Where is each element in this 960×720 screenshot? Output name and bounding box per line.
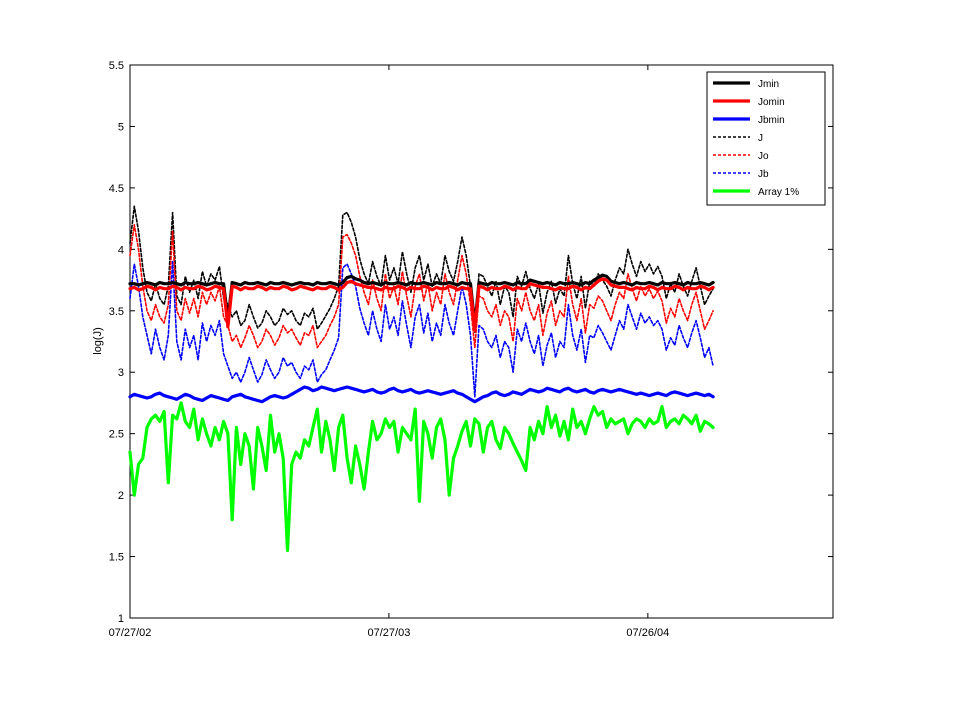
y-tick-label: 2 [118, 490, 124, 502]
y-tick-label: 1.5 [109, 552, 124, 564]
legend-box [706, 71, 826, 206]
x-tick-label: 07/27/03 [368, 627, 411, 639]
legend-label-jbmin: Jbmin [758, 115, 785, 126]
legend-label-j: J [758, 133, 763, 144]
x-axis: 07/27/02 07/27/03 07/26/04 [109, 65, 669, 639]
series-line-jb [129, 260, 714, 398]
y-tick-label: 5 [118, 121, 124, 133]
y-tick-label: 3 [118, 367, 124, 379]
y-tick-label: 5.5 [109, 60, 124, 72]
series-layer [128, 205, 715, 553]
x-tick-label: 07/27/02 [109, 627, 152, 639]
y-tick-label: 1 [118, 613, 124, 625]
series-line-jbmin [128, 385, 715, 404]
legend: Jmin Jomin Jbmin J Jo Jb Array 1% [706, 71, 826, 206]
y-tick-label: 4.5 [109, 183, 124, 195]
y-tick-label: 4 [118, 244, 124, 256]
y-tick-label: 2.5 [109, 429, 124, 441]
legend-label-array-1: Array 1% [758, 187, 799, 198]
legend-label-jomin: Jomin [758, 97, 785, 108]
y-tick-label: 3.5 [109, 306, 124, 318]
legend-label-jmin: Jmin [758, 79, 779, 90]
series-line-array-1 [128, 401, 715, 553]
y-axis: 1 1.5 2 2.5 3 3.5 4 4.5 5 5.5 [109, 60, 833, 625]
y-axis-title: log(J) [92, 327, 104, 355]
legend-label-jb: Jb [758, 169, 769, 180]
legend-label-jo: Jo [758, 151, 769, 162]
x-tick-label: 07/26/04 [626, 627, 669, 639]
series-line-jomin [128, 277, 715, 332]
